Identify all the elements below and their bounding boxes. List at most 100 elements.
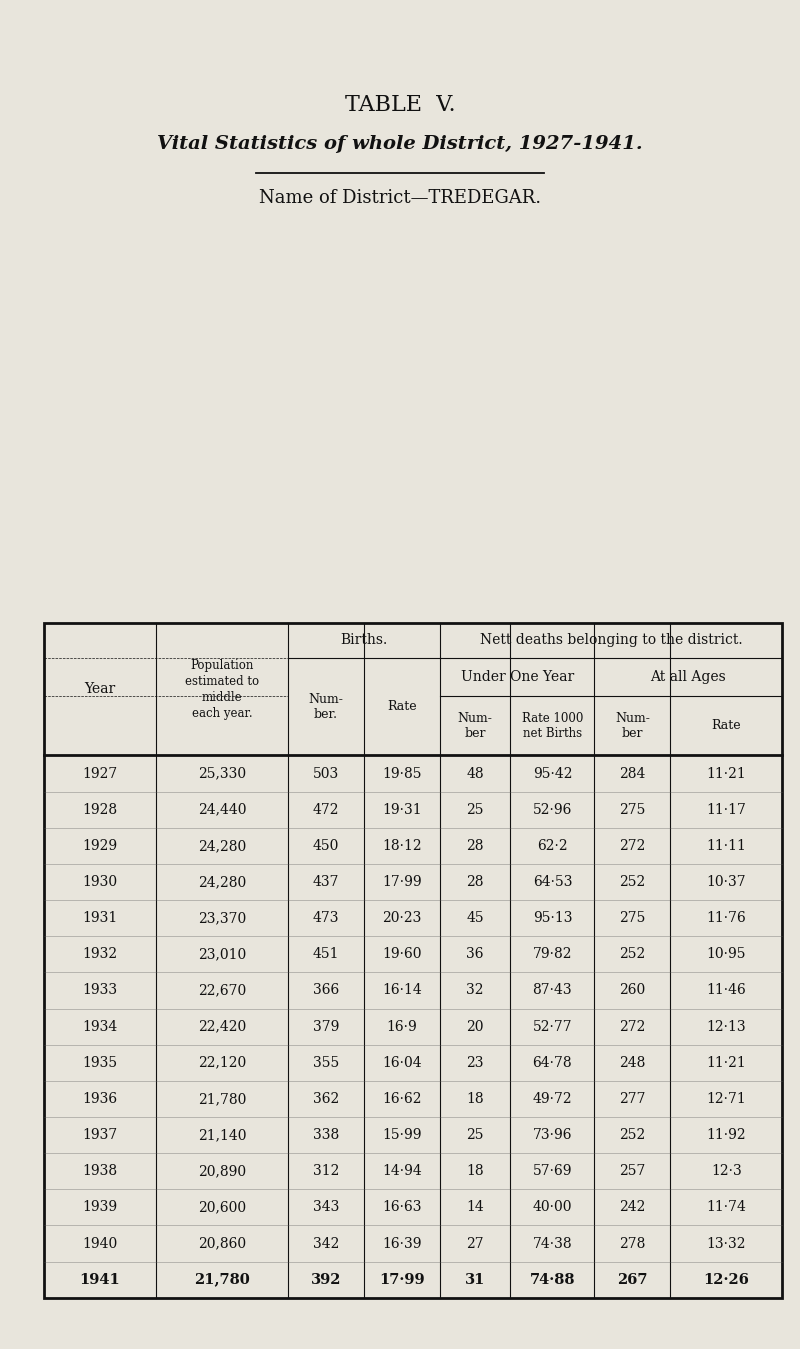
Text: 25: 25 (466, 803, 484, 816)
Text: 362: 362 (313, 1091, 339, 1106)
Text: 20·23: 20·23 (382, 911, 422, 925)
Text: Num-
ber.: Num- ber. (309, 692, 343, 720)
Text: 18: 18 (466, 1091, 484, 1106)
Text: 64·53: 64·53 (533, 876, 572, 889)
Text: 31: 31 (465, 1272, 486, 1287)
Text: 23,370: 23,370 (198, 911, 246, 925)
Text: 1928: 1928 (82, 803, 118, 816)
Text: 11·92: 11·92 (706, 1128, 746, 1143)
Text: 392: 392 (310, 1272, 342, 1287)
Text: 19·60: 19·60 (382, 947, 422, 962)
Text: 252: 252 (619, 947, 646, 962)
Text: 21,780: 21,780 (194, 1272, 250, 1287)
Text: Nett deaths belonging to the district.: Nett deaths belonging to the district. (480, 634, 742, 648)
Text: 1934: 1934 (82, 1020, 118, 1033)
Text: 57·69: 57·69 (533, 1164, 572, 1178)
Text: 1931: 1931 (82, 911, 118, 925)
Text: 1935: 1935 (82, 1056, 118, 1070)
Text: 1936: 1936 (82, 1091, 118, 1106)
Text: 40·00: 40·00 (533, 1201, 572, 1214)
Text: 14·94: 14·94 (382, 1164, 422, 1178)
Text: 22,120: 22,120 (198, 1056, 246, 1070)
Text: 260: 260 (619, 983, 646, 997)
Text: 95·42: 95·42 (533, 766, 572, 781)
Text: 36: 36 (466, 947, 484, 962)
Text: 19·31: 19·31 (382, 803, 422, 816)
Text: 473: 473 (313, 911, 339, 925)
Text: 450: 450 (313, 839, 339, 853)
Text: 16·14: 16·14 (382, 983, 422, 997)
Text: 252: 252 (619, 1128, 646, 1143)
Text: 87·43: 87·43 (533, 983, 572, 997)
Text: 11·21: 11·21 (706, 1056, 746, 1070)
Text: 10·37: 10·37 (706, 876, 746, 889)
Text: 20,890: 20,890 (198, 1164, 246, 1178)
Text: 1932: 1932 (82, 947, 118, 962)
Text: Vital Statistics of whole District, 1927-1941.: Vital Statistics of whole District, 1927… (157, 135, 643, 152)
Text: 503: 503 (313, 766, 339, 781)
Text: 12·3: 12·3 (711, 1164, 742, 1178)
Text: 267: 267 (617, 1272, 648, 1287)
Text: 312: 312 (313, 1164, 339, 1178)
Text: 24,440: 24,440 (198, 803, 246, 816)
Text: 52·77: 52·77 (533, 1020, 572, 1033)
Bar (44, 623, 782, 1298)
Text: 343: 343 (313, 1201, 339, 1214)
Text: 73·96: 73·96 (533, 1128, 572, 1143)
Text: 74·88: 74·88 (530, 1272, 575, 1287)
Text: 16·63: 16·63 (382, 1201, 422, 1214)
Text: 366: 366 (313, 983, 339, 997)
Text: Num-
ber: Num- ber (458, 712, 493, 739)
Text: 1938: 1938 (82, 1164, 118, 1178)
Text: Name of District—TREDEGAR.: Name of District—TREDEGAR. (259, 189, 541, 206)
Text: 18: 18 (466, 1164, 484, 1178)
Text: 28: 28 (466, 839, 484, 853)
Text: 451: 451 (313, 947, 339, 962)
Text: 1939: 1939 (82, 1201, 118, 1214)
Text: 1941: 1941 (80, 1272, 120, 1287)
Text: 22,670: 22,670 (198, 983, 246, 997)
Text: 20,600: 20,600 (198, 1201, 246, 1214)
Text: 16·62: 16·62 (382, 1091, 422, 1106)
Text: 1933: 1933 (82, 983, 118, 997)
Text: 11·74: 11·74 (706, 1201, 746, 1214)
Text: 1930: 1930 (82, 876, 118, 889)
Text: 472: 472 (313, 803, 339, 816)
Text: 1940: 1940 (82, 1237, 118, 1251)
Text: Under One Year: Under One Year (461, 670, 574, 684)
Text: 21,140: 21,140 (198, 1128, 246, 1143)
Text: 275: 275 (619, 803, 646, 816)
Text: 11·11: 11·11 (706, 839, 746, 853)
Text: 1927: 1927 (82, 766, 118, 781)
Text: 379: 379 (313, 1020, 339, 1033)
Text: Population
estimated to
middle
each year.: Population estimated to middle each year… (185, 658, 259, 720)
Text: 45: 45 (466, 911, 484, 925)
Text: 52·96: 52·96 (533, 803, 572, 816)
Text: 64·78: 64·78 (533, 1056, 572, 1070)
Text: Rate: Rate (387, 700, 417, 714)
Text: 15·99: 15·99 (382, 1128, 422, 1143)
Text: 16·9: 16·9 (386, 1020, 418, 1033)
Text: 18·12: 18·12 (382, 839, 422, 853)
Text: Year: Year (84, 683, 116, 696)
Text: 437: 437 (313, 876, 339, 889)
Text: 275: 275 (619, 911, 646, 925)
Text: 62·2: 62·2 (537, 839, 568, 853)
Text: 22,420: 22,420 (198, 1020, 246, 1033)
Text: 21,780: 21,780 (198, 1091, 246, 1106)
Text: TABLE  V.: TABLE V. (345, 94, 455, 116)
Text: 355: 355 (313, 1056, 339, 1070)
Text: 16·04: 16·04 (382, 1056, 422, 1070)
Text: At all Ages: At all Ages (650, 670, 726, 684)
Text: 10·95: 10·95 (706, 947, 746, 962)
Text: 284: 284 (619, 766, 646, 781)
Text: 25: 25 (466, 1128, 484, 1143)
Text: 12·71: 12·71 (706, 1091, 746, 1106)
Text: 11·46: 11·46 (706, 983, 746, 997)
Text: Births.: Births. (340, 634, 388, 648)
Text: 14: 14 (466, 1201, 484, 1214)
Text: Rate: Rate (711, 719, 742, 733)
Text: 11·17: 11·17 (706, 803, 746, 816)
Text: 12·13: 12·13 (706, 1020, 746, 1033)
Text: 278: 278 (619, 1237, 646, 1251)
